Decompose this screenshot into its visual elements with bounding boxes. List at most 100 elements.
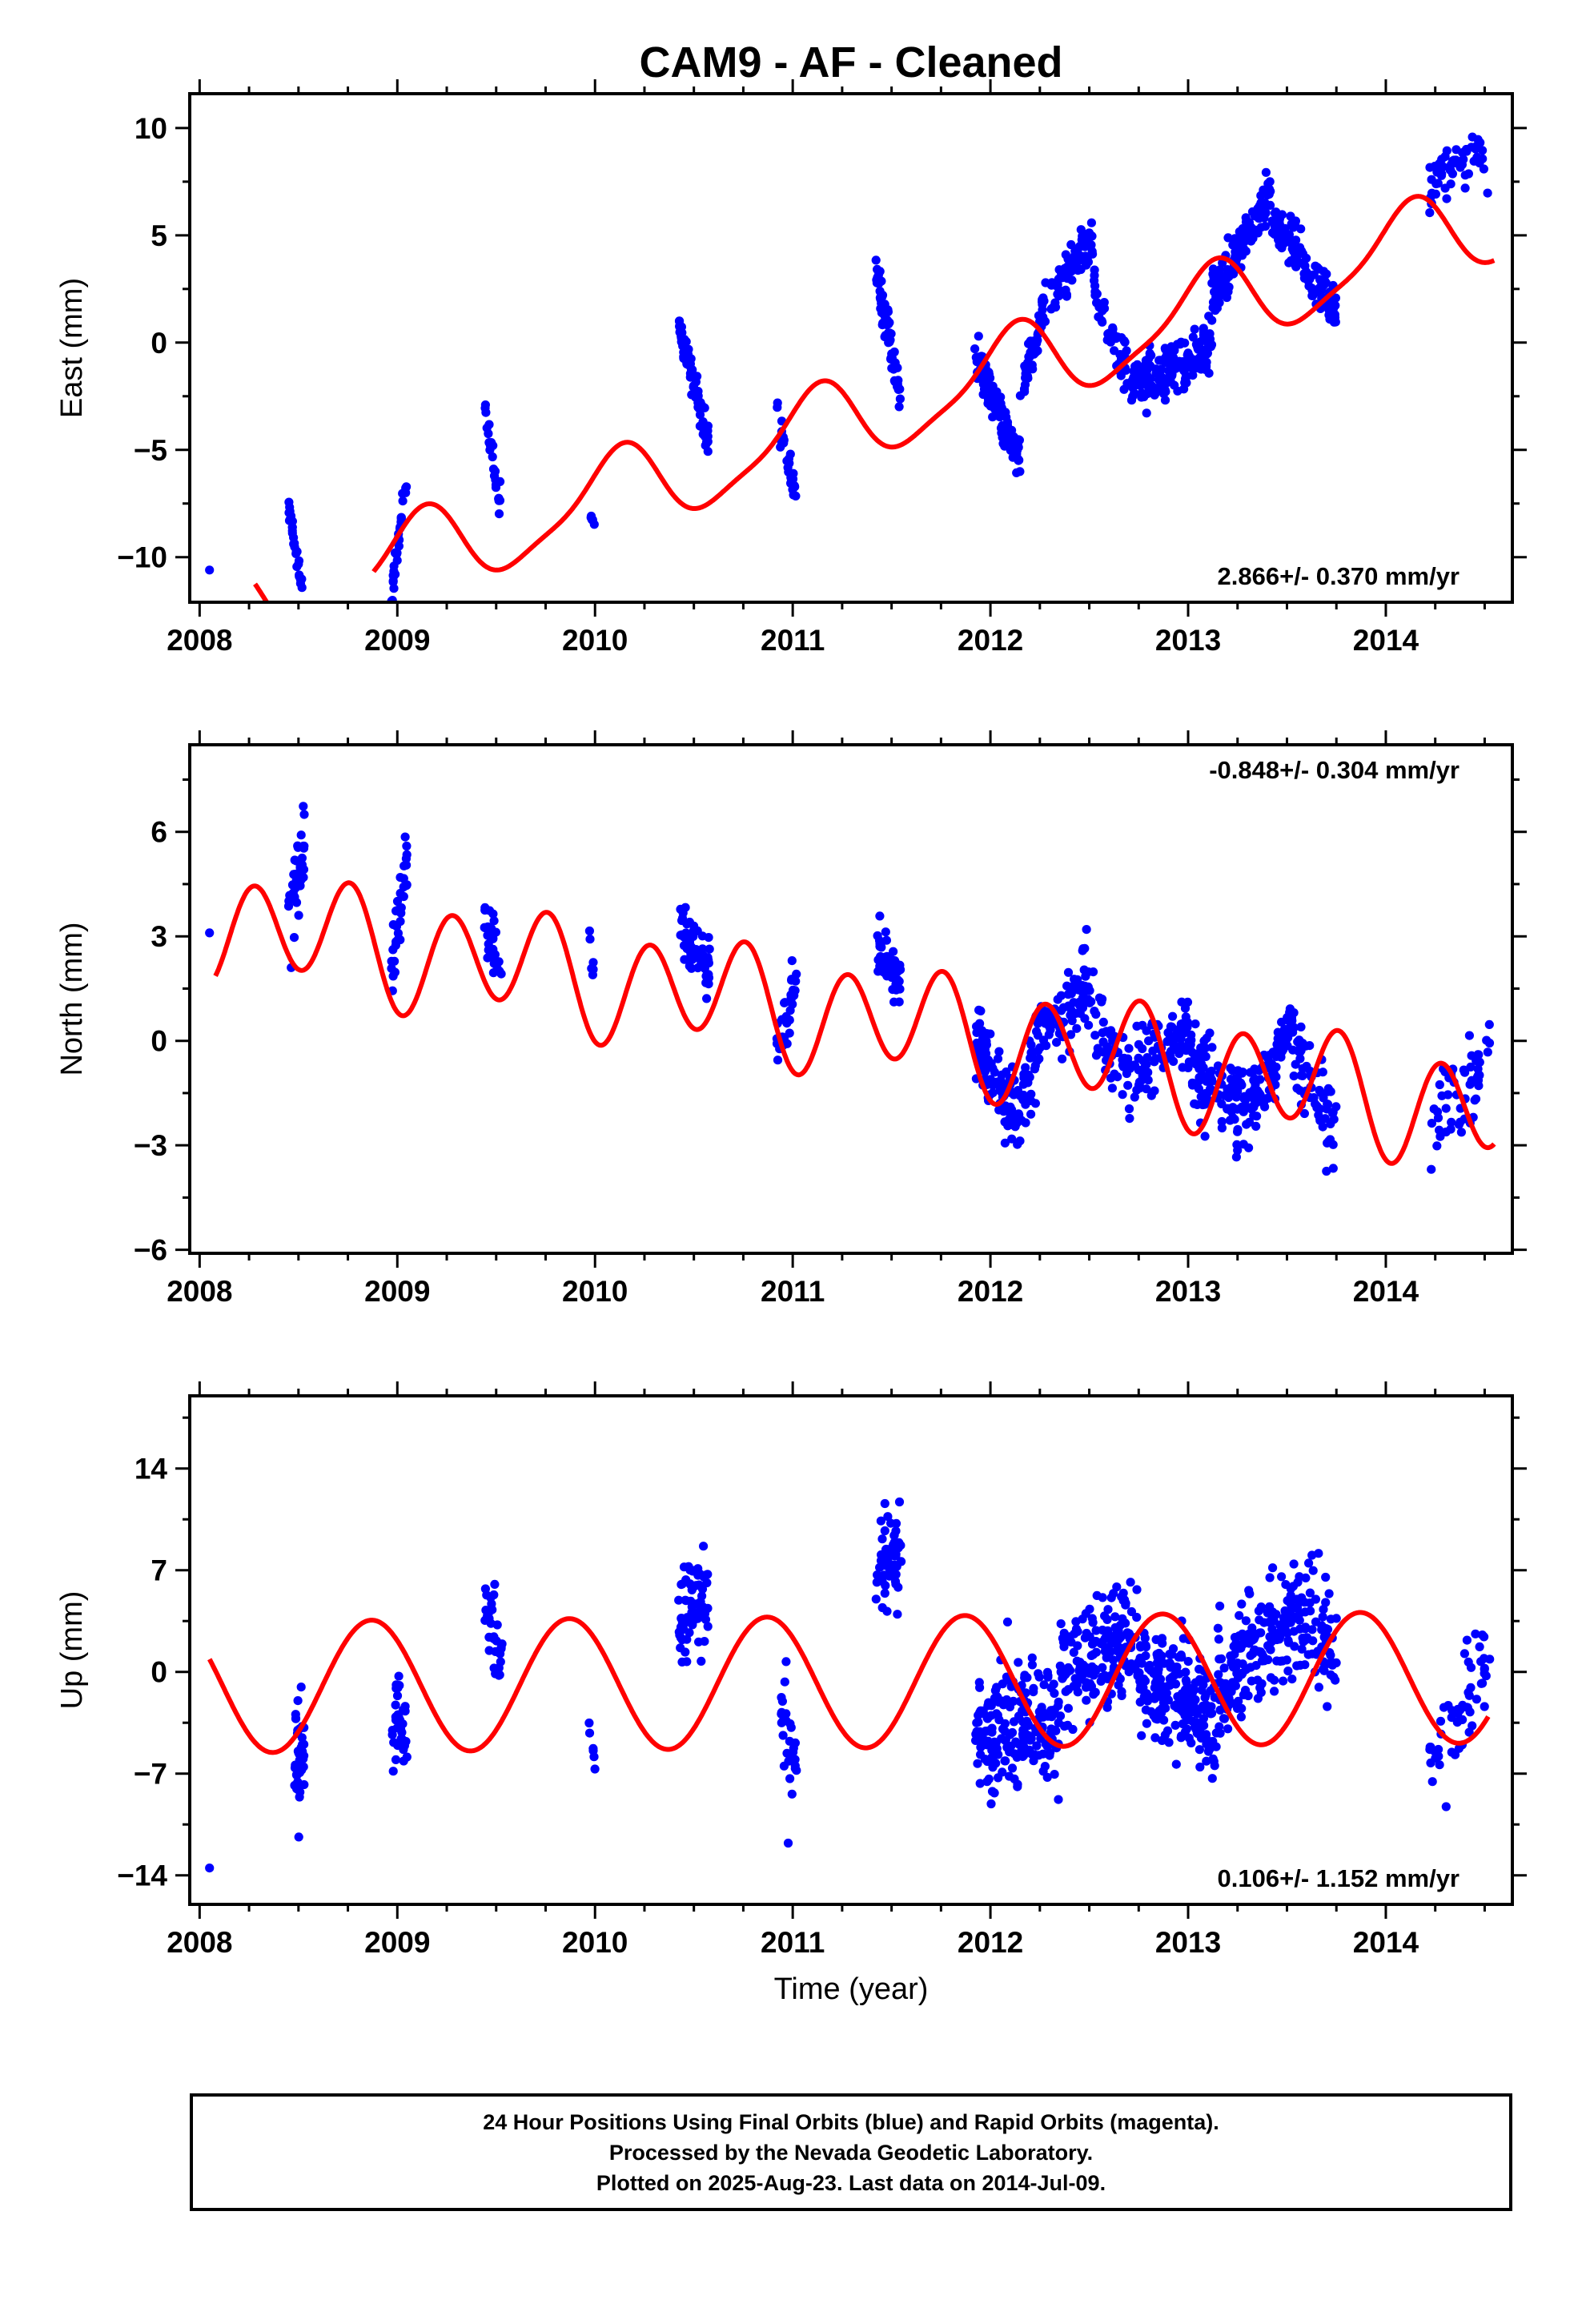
data-point: [1283, 232, 1292, 242]
data-point: [483, 1610, 492, 1620]
data-point: [1142, 1719, 1151, 1728]
data-point: [685, 961, 694, 971]
data-point: [1297, 1644, 1307, 1654]
data-point: [975, 1019, 985, 1028]
data-point: [1096, 1676, 1106, 1686]
data-point: [1214, 1634, 1223, 1644]
data-point: [1472, 1072, 1483, 1082]
data-point: [1475, 1642, 1484, 1651]
data-point: [1202, 1739, 1211, 1749]
data-point: [392, 896, 403, 907]
data-point: [875, 942, 885, 951]
data-point: [1296, 1071, 1306, 1080]
data-point: [1010, 1122, 1020, 1132]
data-point: [1291, 218, 1300, 227]
data-point: [1283, 1635, 1293, 1645]
data-point: [1002, 1743, 1012, 1752]
data-point: [1314, 1683, 1323, 1692]
data-point: [1111, 334, 1121, 344]
data-point: [1282, 1617, 1291, 1626]
data-point: [704, 959, 714, 968]
data-point: [881, 935, 891, 945]
data-point: [1311, 261, 1320, 271]
data-point: [294, 1832, 303, 1842]
data-point: [1308, 1636, 1318, 1646]
data-point: [1050, 1706, 1059, 1715]
data-point: [1315, 1114, 1325, 1124]
data-point: [1245, 1589, 1255, 1598]
data-point: [1015, 1136, 1025, 1146]
data-point: [1177, 1689, 1187, 1699]
data-point: [1308, 1566, 1318, 1575]
data-point: [299, 843, 309, 853]
data-point: [1122, 1628, 1132, 1638]
data-point: [1271, 207, 1281, 217]
data-point: [1168, 1011, 1178, 1021]
data-point: [883, 1512, 893, 1522]
data-point: [490, 466, 500, 476]
data-point: [1435, 159, 1444, 168]
x-tick-label: 2010: [562, 1926, 628, 1959]
data-point: [787, 956, 797, 966]
data-point: [1245, 1117, 1255, 1127]
data-point: [399, 1756, 408, 1766]
data-point: [1160, 396, 1170, 405]
data-point: [1126, 1659, 1136, 1669]
data-point: [1090, 271, 1099, 280]
data-point: [1226, 1063, 1235, 1073]
data-point: [1306, 1606, 1315, 1616]
data-point: [1182, 350, 1192, 360]
data-point: [1276, 227, 1286, 237]
data-point: [1478, 154, 1488, 163]
data-point: [990, 1737, 999, 1747]
data-point: [1172, 1663, 1182, 1672]
data-point: [1199, 330, 1208, 340]
data-point: [1249, 1101, 1259, 1111]
data-point: [1022, 372, 1033, 381]
data-point: [1481, 1671, 1491, 1681]
data-point: [1233, 1124, 1243, 1135]
data-point: [677, 1614, 686, 1623]
data-point: [1069, 1681, 1078, 1691]
data-point: [1454, 1743, 1464, 1753]
data-point: [1225, 1116, 1235, 1125]
data-point: [777, 1015, 787, 1024]
data-point: [781, 1657, 791, 1667]
data-point: [1050, 1688, 1059, 1699]
data-point: [1029, 1687, 1038, 1697]
data-point: [1255, 1075, 1265, 1084]
data-point: [976, 1006, 986, 1015]
data-point: [1246, 1091, 1255, 1101]
data-point: [396, 873, 405, 883]
data-point: [1150, 1667, 1159, 1678]
data-point: [1312, 1103, 1322, 1112]
data-point: [681, 928, 691, 938]
data-point: [787, 975, 797, 985]
data-point: [1130, 1092, 1139, 1102]
data-point: [1300, 261, 1310, 271]
data-point: [585, 935, 595, 944]
data-point: [1474, 1050, 1484, 1059]
data-point: [976, 1743, 986, 1752]
data-point: [1082, 230, 1092, 239]
data-point: [1228, 269, 1239, 279]
data-point: [1092, 289, 1102, 299]
data-point: [1160, 358, 1170, 368]
data-point: [1447, 1117, 1456, 1127]
data-point: [391, 922, 402, 931]
data-point: [1456, 1128, 1466, 1137]
data-point: [292, 547, 302, 557]
data-point: [1322, 269, 1331, 279]
data-point: [1018, 1090, 1028, 1100]
data-point: [491, 1647, 500, 1656]
data-point: [1478, 146, 1488, 155]
data-point: [1462, 1635, 1472, 1645]
data-point: [1464, 1657, 1473, 1667]
data-point: [1086, 240, 1096, 250]
data-point: [1066, 1666, 1075, 1675]
data-point: [1259, 1656, 1269, 1666]
data-point: [1152, 1658, 1162, 1668]
data-point: [1066, 989, 1076, 999]
data-point: [1087, 1639, 1098, 1649]
data-point: [1061, 1687, 1070, 1696]
